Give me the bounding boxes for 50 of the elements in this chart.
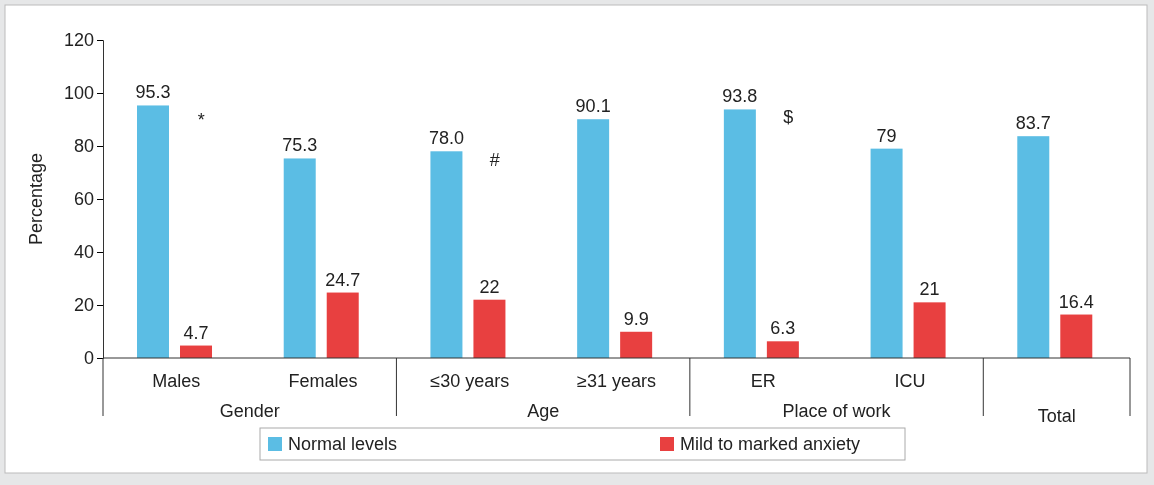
data-label: 75.3 [282,135,318,156]
x-tick-label: ICU [894,371,926,391]
x-tick-label: ≤30 years [430,371,510,391]
bar [283,158,316,358]
bar [430,151,463,358]
y-tick-label: 0 [83,348,94,369]
data-label: 16.4 [1058,291,1094,312]
text: Age [527,401,560,421]
legend-label: Normal levels [288,434,398,454]
data-label: 95.3 [135,82,171,103]
annotation: $ [783,107,794,127]
y-tick-label: 80 [73,136,94,157]
bar [870,148,903,358]
data-label: 90.1 [575,96,611,117]
data-label: 4.7 [183,322,209,343]
annotation: # [489,150,500,170]
bar [1017,136,1050,358]
data-label: 79 [876,125,897,146]
data-label: 6.3 [770,318,796,339]
text: Gender [219,401,280,421]
data-label: 22 [479,276,500,297]
data-label: 21 [919,279,940,300]
y-tick-label: 120 [63,30,94,51]
data-label: 78.0 [428,128,464,149]
bar [766,341,799,358]
bar [473,299,506,358]
bar [620,331,653,358]
x-tick-label: Females [288,371,358,391]
bar [137,105,169,358]
legend-label: Mild to marked anxiety [680,434,861,454]
annotation: * [197,110,205,130]
data-label: 93.8 [722,86,758,107]
y-axis-title: Percentage [26,152,46,246]
text: Total [1037,406,1076,426]
bar [577,119,610,358]
y-tick-label: 100 [63,83,94,104]
x-tick-label: ER [750,371,776,391]
data-label: 9.9 [623,308,649,329]
x-tick-label: ≥31 years [577,371,656,391]
data-label: 24.7 [325,269,361,290]
y-tick-label: 20 [73,295,94,316]
bar [326,292,359,358]
x-tick-label: Males [152,371,201,391]
y-tick-label: 60 [73,189,94,210]
data-label: 83.7 [1015,113,1051,134]
text: Place of work [782,401,892,421]
bar [913,302,946,358]
y-tick-label: 40 [73,242,94,263]
bar [723,109,756,358]
bar [1060,314,1093,358]
